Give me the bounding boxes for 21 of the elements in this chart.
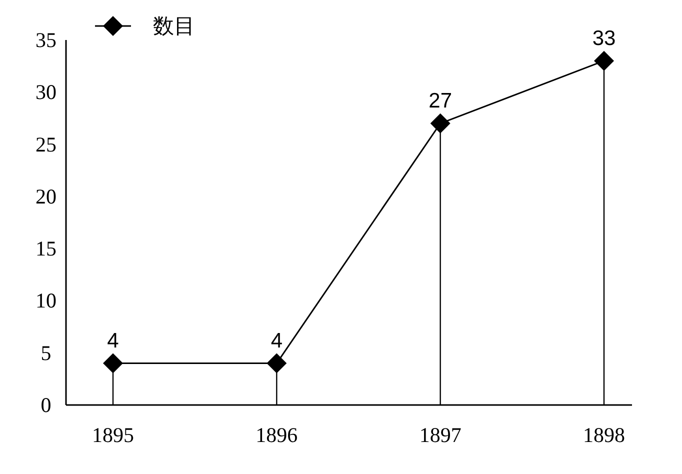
y-tick-label: 30 [36,80,56,104]
y-tick-label: 10 [36,288,56,313]
y-tick-label: 15 [36,236,56,261]
x-tick-label: 1896 [256,423,298,447]
y-tick-label: 20 [36,184,56,208]
x-tick-label: 1898 [583,423,625,447]
data-label: 27 [428,89,452,112]
point [594,50,614,71]
point [103,353,123,374]
point [430,113,450,134]
legend-label: 数目 [153,14,195,38]
y-tick-label: 25 [36,132,56,156]
data-label: 33 [592,26,616,50]
y-tick-label: 35 [36,28,56,52]
y-tick-label: 0 [40,393,52,417]
data-label: 4 [270,329,283,352]
y-tick-label: 5 [40,340,52,365]
x-tick-label: 1895 [92,423,134,447]
point [266,353,287,374]
x-tick-label: 1897 [419,423,462,447]
data-label: 4 [107,329,120,352]
